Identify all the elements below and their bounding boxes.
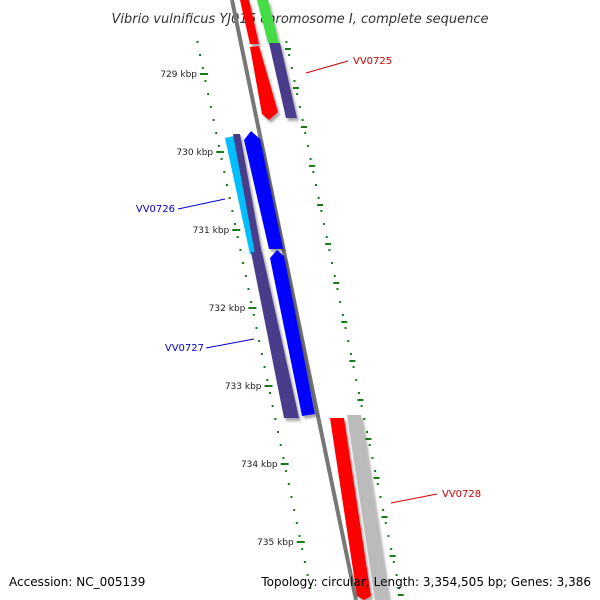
gene-label-vv0725: VV0725 bbox=[353, 56, 392, 67]
tick-label-730: 730 kbp bbox=[176, 148, 213, 158]
accession-text: Accession: NC_005139 bbox=[9, 575, 145, 589]
feature-red-vv0725 bbox=[250, 46, 278, 120]
tick-label-729: 729 kbp bbox=[160, 70, 197, 80]
tick-label-731: 731 kbp bbox=[193, 226, 230, 236]
tick-label-733: 733 kbp bbox=[225, 382, 262, 392]
gene-label-vv0728: VV0728 bbox=[442, 489, 481, 500]
feature-slate-vv0727 bbox=[251, 252, 299, 418]
tick-ruler: 729 kbp 730 kbp 731 kbp 732 kbp 733 kbp 734 k… bbox=[160, 41, 404, 596]
gene-label-leader-vv0728 bbox=[390, 493, 438, 504]
feature-tracks bbox=[225, 0, 389, 600]
gene-label-vv0727: VV0727 bbox=[165, 343, 204, 354]
summary-text: Topology: circular; Length: 3,354,505 bp… bbox=[260, 575, 591, 589]
gene-label-leader-vv0725 bbox=[305, 60, 349, 74]
backbone bbox=[230, 0, 358, 600]
minor-ticks bbox=[196, 41, 404, 596]
feature-red-vv0728 bbox=[330, 418, 371, 600]
feature-green-top bbox=[257, 0, 279, 43]
tick-label-734: 734 kbp bbox=[241, 460, 278, 470]
tick-label-735: 735 kbp bbox=[257, 538, 294, 548]
feature-gray-vv0728 bbox=[347, 415, 389, 600]
gene-label-leader-vv0726 bbox=[177, 198, 226, 210]
gene-label-leader-vv0727 bbox=[205, 338, 255, 349]
tick-label-732: 732 kbp bbox=[209, 304, 246, 314]
gene-label-vv0726: VV0726 bbox=[136, 204, 175, 215]
feature-slate-vv0725 bbox=[269, 43, 297, 118]
gene-labels: VV0725 VV0726 VV0727 VV0728 bbox=[136, 56, 481, 504]
feature-blue-vv0727 bbox=[270, 250, 315, 416]
feature-blue-vv0726 bbox=[244, 131, 283, 249]
feature-slate-vv0726 bbox=[233, 134, 262, 254]
major-ticks: 729 kbp 730 kbp 731 kbp 732 kbp 733 kbp 734 k… bbox=[160, 70, 305, 548]
feature-red-top bbox=[240, 0, 259, 44]
map-title: Vibrio vulnificus YJ016 chromosome I, co… bbox=[111, 12, 488, 27]
